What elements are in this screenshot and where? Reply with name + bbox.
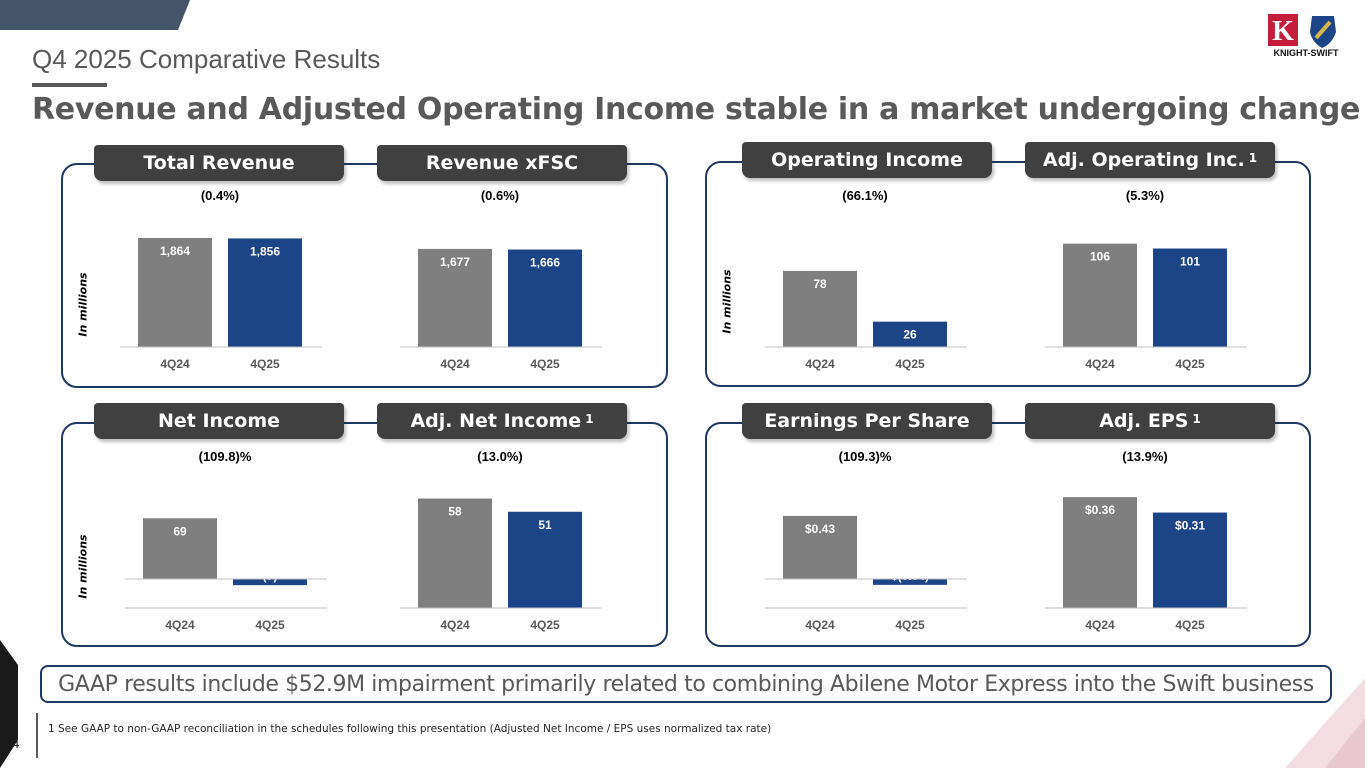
bar-4q25	[228, 238, 302, 347]
tick-label: 4Q24	[160, 357, 190, 371]
tick-label: 4Q24	[805, 357, 835, 371]
change-label: (66.1%)	[842, 188, 888, 203]
data-label: $0.43	[805, 522, 835, 536]
slide-subtitle: Q4 2025 Comparative Results	[32, 44, 381, 74]
chart-adj-operating-income: (5.3%) 106 4Q24 101 4Q25	[1045, 188, 1247, 371]
header-revenue-xfsc: Revenue xFSC	[377, 145, 627, 181]
bar-4q25	[233, 579, 307, 586]
left-decorative-shape	[0, 640, 18, 768]
data-label: (7)	[263, 569, 278, 583]
chart-operating-income: (66.1%) 78 4Q24 26 4Q25	[765, 188, 967, 371]
bar-4q25	[508, 511, 582, 608]
bar-4q25	[1153, 512, 1227, 608]
y-axis-label-operating-income: In millions	[720, 269, 734, 334]
tick-label: 4Q24	[1085, 618, 1115, 632]
chart-adj-eps: (13.9%) $0.36 4Q24 $0.31 4Q25	[1045, 449, 1247, 632]
data-label: 58	[448, 505, 462, 519]
data-label: 26	[903, 328, 917, 342]
header-operating-income: Operating Income	[742, 142, 992, 178]
y-axis-label-revenue: In millions	[76, 272, 90, 337]
change-label: (0.6%)	[481, 188, 519, 203]
knight-logo-mark	[1268, 14, 1298, 46]
title-underline	[32, 83, 107, 87]
header-total-revenue: Total Revenue	[94, 145, 344, 181]
header-adj-eps: Adj. EPS 1	[1025, 403, 1275, 439]
data-label: 101	[1180, 255, 1200, 269]
top-decorative-band	[0, 0, 190, 30]
data-label: $0.36	[1085, 503, 1115, 517]
knight-swift-logo: K	[1268, 14, 1336, 48]
data-label: 1,677	[440, 255, 470, 269]
footnote-marker: 1	[1248, 151, 1258, 165]
page-number: 4	[12, 737, 20, 751]
logo-wordmark: KNIGHT-SWIFT	[1273, 48, 1339, 58]
tick-label: 4Q25	[1175, 357, 1205, 371]
gaap-impairment-note: GAAP results include $52.9M impairment p…	[40, 665, 1332, 703]
bar-4q24	[138, 237, 212, 347]
bar-4q24	[783, 270, 857, 347]
change-label: (5.3%)	[1126, 188, 1164, 203]
bar-4q25	[1153, 248, 1227, 347]
chart-revenue-xfsc: (0.6%) 1,677 4Q24 1,666 4Q25	[400, 188, 602, 371]
chart-earnings-per-share: (109.3)% $0.43 4Q24 $(0.04) 4Q25	[765, 449, 967, 632]
chart-total-revenue: (0.4%) 1,864 4Q24 1,856 4Q25	[120, 188, 322, 371]
tick-label: 4Q24	[440, 357, 470, 371]
data-label: 78	[813, 277, 827, 291]
change-label: (13.0%)	[477, 449, 523, 464]
data-label: 51	[538, 518, 552, 532]
footnote-marker: 1	[1192, 412, 1201, 426]
header-earnings-per-share: Earnings Per Share	[742, 403, 992, 439]
svg-text:K: K	[1272, 16, 1294, 47]
tick-label: 4Q25	[530, 357, 560, 371]
change-label: (13.9%)	[1122, 449, 1168, 464]
bar-4q24	[1063, 243, 1137, 347]
header-adj-net-income: Adj. Net Income 1	[377, 403, 627, 439]
bar-4q24	[418, 248, 492, 347]
data-label: $0.31	[1175, 519, 1205, 533]
tick-label: 4Q24	[440, 618, 470, 632]
footnote-marker: 1	[585, 412, 594, 426]
data-label: 1,864	[160, 244, 190, 258]
tick-label: 4Q24	[805, 618, 835, 632]
data-label: $(0.04)	[891, 569, 929, 583]
chart-adj-net-income: (13.0%) 58 4Q24 51 4Q25	[400, 449, 602, 632]
chart-net-income: (109.8)% 69 4Q24 (7) 4Q25	[125, 449, 327, 632]
bar-4q24	[143, 518, 217, 579]
tick-label: 4Q24	[1085, 357, 1115, 371]
bar-4q25	[873, 321, 947, 347]
y-axis-label-net-income: In millions	[76, 534, 90, 599]
data-label: 1,856	[250, 244, 280, 258]
header-adj-operating-income: Adj. Operating Inc. 1	[1025, 142, 1275, 178]
tick-label: 4Q25	[895, 618, 925, 632]
change-label: (109.3)%	[839, 449, 892, 464]
bar-4q24	[1063, 497, 1137, 608]
tick-label: 4Q24	[165, 618, 195, 632]
data-label: 1,666	[530, 256, 560, 270]
bar-4q25	[873, 579, 947, 585]
header-net-income: Net Income	[94, 403, 344, 439]
tick-label: 4Q25	[250, 357, 280, 371]
footnote: 1 See GAAP to non-GAAP reconciliation in…	[48, 723, 772, 735]
data-label: 106	[1090, 250, 1110, 264]
bar-4q24	[418, 498, 492, 608]
change-label: (0.4%)	[201, 188, 239, 203]
slide-headline: Revenue and Adjusted Operating Income st…	[32, 92, 1361, 127]
change-label: (109.8)%	[199, 449, 252, 464]
tick-label: 4Q25	[1175, 618, 1205, 632]
tick-label: 4Q25	[895, 357, 925, 371]
right-decorative-shape	[1285, 678, 1365, 768]
data-label: 69	[173, 524, 187, 538]
tick-label: 4Q25	[255, 618, 285, 632]
footnote-divider	[36, 713, 38, 758]
bar-4q24	[783, 515, 857, 579]
bar-4q25	[508, 249, 582, 347]
tick-label: 4Q25	[530, 618, 560, 632]
